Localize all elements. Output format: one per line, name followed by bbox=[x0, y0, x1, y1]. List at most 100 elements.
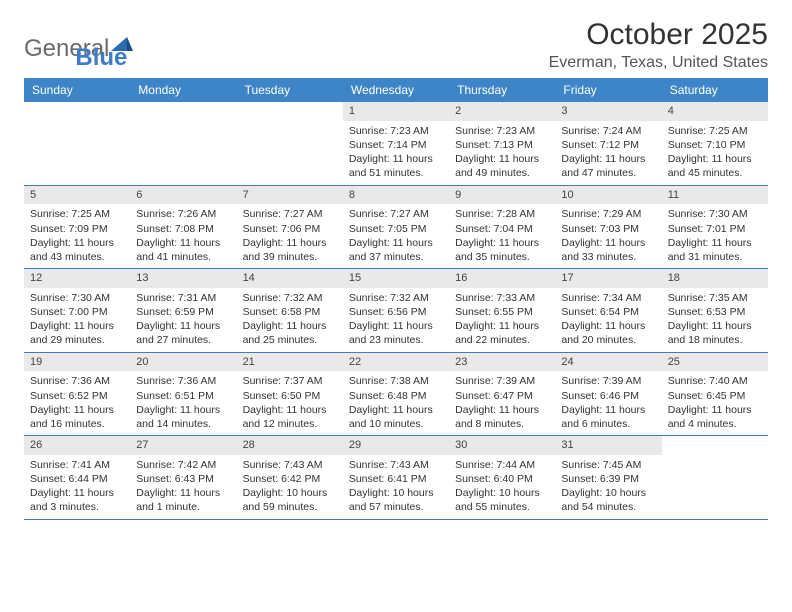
day-number: 28 bbox=[237, 436, 343, 455]
weekday-header: Monday bbox=[130, 78, 236, 102]
sunset-text: Sunset: 6:40 PM bbox=[455, 472, 549, 486]
sunrise-text: Sunrise: 7:39 AM bbox=[561, 374, 655, 388]
sunrise-text: Sunrise: 7:26 AM bbox=[136, 207, 230, 221]
daylight-text: Daylight: 11 hours and 25 minutes. bbox=[243, 319, 337, 347]
day-cell: 25Sunrise: 7:40 AMSunset: 6:45 PMDayligh… bbox=[662, 353, 768, 436]
day-cell: 5Sunrise: 7:25 AMSunset: 7:09 PMDaylight… bbox=[24, 186, 130, 269]
day-cell: 9Sunrise: 7:28 AMSunset: 7:04 PMDaylight… bbox=[449, 186, 555, 269]
day-cell: 31Sunrise: 7:45 AMSunset: 6:39 PMDayligh… bbox=[555, 436, 661, 519]
day-number: 13 bbox=[130, 269, 236, 288]
day-number: 4 bbox=[662, 102, 768, 121]
daylight-text: Daylight: 11 hours and 20 minutes. bbox=[561, 319, 655, 347]
day-cell: 8Sunrise: 7:27 AMSunset: 7:05 PMDaylight… bbox=[343, 186, 449, 269]
logo-text-blue: Blue bbox=[75, 44, 127, 72]
day-cell: 21Sunrise: 7:37 AMSunset: 6:50 PMDayligh… bbox=[237, 353, 343, 436]
sunset-text: Sunset: 6:52 PM bbox=[30, 389, 124, 403]
sunset-text: Sunset: 7:03 PM bbox=[561, 222, 655, 236]
day-number: 21 bbox=[237, 353, 343, 372]
weekday-header: Tuesday bbox=[237, 78, 343, 102]
day-cell: 10 Sunrise: 7:29 AMSunset: 7:03 PMDayligh… bbox=[555, 186, 661, 269]
daylight-text: Daylight: 11 hours and 33 minutes. bbox=[561, 236, 655, 264]
week-row: 19Sunrise: 7:36 AMSunset: 6:52 PMDayligh… bbox=[24, 353, 768, 437]
sunset-text: Sunset: 6:54 PM bbox=[561, 305, 655, 319]
day-cell-body: Sunrise: 7:34 AMSunset: 6:54 PMDaylight:… bbox=[555, 288, 661, 352]
daylight-text: Daylight: 11 hours and 10 minutes. bbox=[349, 403, 443, 431]
month-title: October 2025 bbox=[549, 18, 768, 52]
week-row: 1Sunrise: 7:23 AMSunset: 7:14 PMDaylight… bbox=[24, 102, 768, 186]
sunset-text: Sunset: 7:10 PM bbox=[668, 138, 762, 152]
sunrise-text: Sunrise: 7:38 AM bbox=[349, 374, 443, 388]
day-cell: 24 Sunrise: 7:39 AMSunset: 6:46 PMDayligh… bbox=[555, 353, 661, 436]
day-number: 30 bbox=[449, 436, 555, 455]
sunset-text: Sunset: 6:46 PM bbox=[561, 389, 655, 403]
day-number: 14 bbox=[237, 269, 343, 288]
week-row: 5Sunrise: 7:25 AMSunset: 7:09 PMDaylight… bbox=[24, 186, 768, 270]
day-number: 24 bbox=[555, 353, 661, 372]
sunset-text: Sunset: 6:58 PM bbox=[243, 305, 337, 319]
day-cell: 3Sunrise: 7:24 AMSunset: 7:12 PMDaylight… bbox=[555, 102, 661, 185]
day-cell-body: Sunrise: 7:27 AMSunset: 7:05 PMDaylight:… bbox=[343, 204, 449, 268]
daylight-text: Daylight: 11 hours and 51 minutes. bbox=[349, 152, 443, 180]
day-cell: 1Sunrise: 7:23 AMSunset: 7:14 PMDaylight… bbox=[343, 102, 449, 185]
day-number: 27 bbox=[130, 436, 236, 455]
weekday-header: Saturday bbox=[662, 78, 768, 102]
day-cell-body: Sunrise: 7:27 AMSunset: 7:06 PMDaylight:… bbox=[237, 204, 343, 268]
daylight-text: Daylight: 11 hours and 47 minutes. bbox=[561, 152, 655, 180]
daylight-text: Daylight: 11 hours and 23 minutes. bbox=[349, 319, 443, 347]
day-number: 10 bbox=[555, 186, 661, 205]
sunrise-text: Sunrise: 7:25 AM bbox=[668, 124, 762, 138]
day-cell-body: Sunrise: 7:23 AMSunset: 7:14 PMDaylight:… bbox=[343, 121, 449, 185]
day-number: 12 bbox=[24, 269, 130, 288]
daylight-text: Daylight: 11 hours and 1 minute. bbox=[136, 486, 230, 514]
day-cell: 30Sunrise: 7:44 AMSunset: 6:40 PMDayligh… bbox=[449, 436, 555, 519]
sunset-text: Sunset: 6:44 PM bbox=[30, 472, 124, 486]
weekday-header: Sunday bbox=[24, 78, 130, 102]
sunrise-text: Sunrise: 7:43 AM bbox=[243, 458, 337, 472]
sunset-text: Sunset: 7:04 PM bbox=[455, 222, 549, 236]
day-cell: 29Sunrise: 7:43 AMSunset: 6:41 PMDayligh… bbox=[343, 436, 449, 519]
day-cell-body: Sunrise: 7:30 AMSunset: 7:00 PMDaylight:… bbox=[24, 288, 130, 352]
sunrise-text: Sunrise: 7:32 AM bbox=[349, 291, 443, 305]
weekday-header-row: SundayMondayTuesdayWednesdayThursdayFrid… bbox=[24, 78, 768, 102]
day-number: 7 bbox=[237, 186, 343, 205]
day-number: 22 bbox=[343, 353, 449, 372]
daylight-text: Daylight: 11 hours and 35 minutes. bbox=[455, 236, 549, 264]
sunrise-text: Sunrise: 7:35 AM bbox=[668, 291, 762, 305]
daylight-text: Daylight: 11 hours and 8 minutes. bbox=[455, 403, 549, 431]
day-cell-body: Sunrise: 7:32 AMSunset: 6:58 PMDaylight:… bbox=[237, 288, 343, 352]
day-cell-body: Sunrise: 7:45 AMSunset: 6:39 PMDaylight:… bbox=[555, 455, 661, 519]
day-cell: 13Sunrise: 7:31 AMSunset: 6:59 PMDayligh… bbox=[130, 269, 236, 352]
sunset-text: Sunset: 7:08 PM bbox=[136, 222, 230, 236]
daylight-text: Daylight: 11 hours and 22 minutes. bbox=[455, 319, 549, 347]
daylight-text: Daylight: 11 hours and 14 minutes. bbox=[136, 403, 230, 431]
day-cell: 7Sunrise: 7:27 AMSunset: 7:06 PMDaylight… bbox=[237, 186, 343, 269]
sunrise-text: Sunrise: 7:40 AM bbox=[668, 374, 762, 388]
day-number: 23 bbox=[449, 353, 555, 372]
day-cell-body: Sunrise: 7:35 AMSunset: 6:53 PMDaylight:… bbox=[662, 288, 768, 352]
location-subtitle: Everman, Texas, United States bbox=[549, 54, 768, 72]
sunset-text: Sunset: 6:51 PM bbox=[136, 389, 230, 403]
day-number: 26 bbox=[24, 436, 130, 455]
sunrise-text: Sunrise: 7:36 AM bbox=[30, 374, 124, 388]
sunset-text: Sunset: 6:43 PM bbox=[136, 472, 230, 486]
day-number: 8 bbox=[343, 186, 449, 205]
day-cell-body: Sunrise: 7:39 AMSunset: 6:47 PMDaylight:… bbox=[449, 371, 555, 435]
daylight-text: Daylight: 11 hours and 16 minutes. bbox=[30, 403, 124, 431]
day-cell: 17Sunrise: 7:34 AMSunset: 6:54 PMDayligh… bbox=[555, 269, 661, 352]
sunrise-text: Sunrise: 7:33 AM bbox=[455, 291, 549, 305]
day-number: 11 bbox=[662, 186, 768, 205]
day-cell: 26Sunrise: 7:41 AMSunset: 6:44 PMDayligh… bbox=[24, 436, 130, 519]
day-cell-body: Sunrise: 7:36 AMSunset: 6:52 PMDaylight:… bbox=[24, 371, 130, 435]
day-cell-body: Sunrise: 7:28 AMSunset: 7:04 PMDaylight:… bbox=[449, 204, 555, 268]
sunrise-text: Sunrise: 7:39 AM bbox=[455, 374, 549, 388]
sunset-text: Sunset: 6:59 PM bbox=[136, 305, 230, 319]
week-row: 12Sunrise: 7:30 AMSunset: 7:00 PMDayligh… bbox=[24, 269, 768, 353]
sunset-text: Sunset: 7:01 PM bbox=[668, 222, 762, 236]
sunrise-text: Sunrise: 7:29 AM bbox=[561, 207, 655, 221]
calendar-page: General Blue October 2025 Everman, Texas… bbox=[0, 0, 792, 530]
day-cell-body: Sunrise: 7:23 AMSunset: 7:13 PMDaylight:… bbox=[449, 121, 555, 185]
day-number: 25 bbox=[662, 353, 768, 372]
day-cell: 16Sunrise: 7:33 AMSunset: 6:55 PMDayligh… bbox=[449, 269, 555, 352]
daylight-text: Daylight: 11 hours and 6 minutes. bbox=[561, 403, 655, 431]
sunset-text: Sunset: 7:00 PM bbox=[30, 305, 124, 319]
